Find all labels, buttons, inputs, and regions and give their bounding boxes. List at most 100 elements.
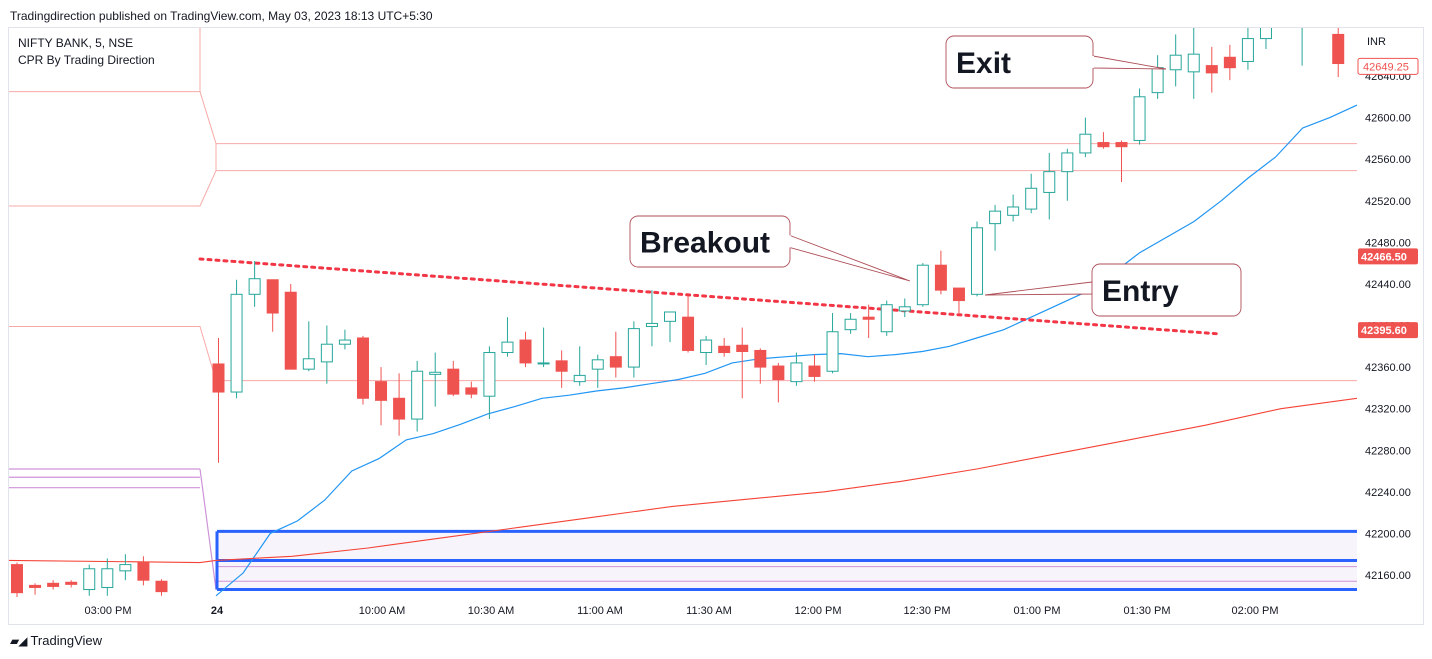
candle-body bbox=[934, 264, 947, 291]
candle bbox=[284, 283, 297, 370]
candle-body bbox=[682, 316, 695, 351]
moving-averages bbox=[9, 104, 1357, 597]
candle-body bbox=[1061, 152, 1074, 173]
candle-body bbox=[320, 343, 333, 363]
y-tick-label: 42320.00 bbox=[1365, 404, 1411, 416]
candle-body bbox=[302, 358, 315, 370]
cpr-top-line bbox=[9, 91, 1357, 145]
candle-body bbox=[1279, 16, 1290, 20]
candle bbox=[248, 261, 261, 307]
candle-body bbox=[989, 210, 1002, 225]
candle bbox=[754, 348, 767, 384]
x-tick-label: 12:30 PM bbox=[903, 605, 950, 617]
candle bbox=[790, 352, 803, 386]
candle-body bbox=[971, 227, 984, 295]
y-tick-label: 42440.00 bbox=[1365, 279, 1411, 291]
annotation-breakout[interactable]: Breakout bbox=[629, 215, 911, 282]
annotation-entry[interactable]: Entry bbox=[984, 263, 1242, 317]
y-tick-label: 42160.00 bbox=[1365, 570, 1411, 582]
tradingview-logo-icon: ▰◢ bbox=[10, 633, 27, 648]
candle bbox=[880, 300, 893, 336]
candle-body bbox=[790, 362, 803, 383]
candle-body bbox=[537, 362, 550, 365]
price-tag-text: 42395.60 bbox=[1361, 325, 1407, 337]
candle bbox=[1061, 148, 1074, 201]
candle bbox=[555, 350, 568, 388]
candle bbox=[808, 354, 821, 382]
candle-body bbox=[501, 341, 514, 354]
indicator-legend[interactable]: CPR By Trading Direction bbox=[18, 53, 155, 67]
price-tag-bg bbox=[1357, 57, 1419, 75]
candle-body bbox=[880, 304, 893, 333]
brand-label: TradingView bbox=[30, 633, 103, 648]
candle-body bbox=[1133, 96, 1146, 141]
candle-body bbox=[1007, 206, 1020, 216]
candle bbox=[266, 279, 279, 332]
candle bbox=[844, 313, 857, 334]
candle bbox=[645, 290, 658, 347]
price-axis[interactable]: 42160.00 42200.00 42240.00 42280.00 42320.00… bbox=[1357, 36, 1419, 582]
price-tag: 42649.25 bbox=[1357, 57, 1419, 75]
candle-body bbox=[1115, 142, 1128, 148]
candle bbox=[393, 373, 406, 436]
candle-body bbox=[591, 359, 604, 370]
candle bbox=[1097, 132, 1110, 149]
candle bbox=[772, 362, 785, 403]
candle bbox=[1187, 28, 1200, 99]
candle bbox=[320, 325, 333, 384]
price-tag-bg bbox=[1358, 322, 1418, 339]
callout-text: Exit bbox=[956, 47, 1011, 80]
candle bbox=[465, 381, 478, 399]
y-tick-label: 42280.00 bbox=[1365, 445, 1411, 457]
tradingview-brand[interactable]: ▰◢ TradingView bbox=[10, 633, 102, 648]
candle bbox=[682, 296, 695, 353]
y-tick-label: 42560.00 bbox=[1365, 154, 1411, 166]
callout-tail bbox=[1092, 55, 1167, 70]
candle-body bbox=[1205, 65, 1218, 74]
candle-body bbox=[1259, 28, 1272, 40]
x-tick-label: 11:00 AM bbox=[577, 605, 623, 617]
candle bbox=[1133, 88, 1146, 145]
candle bbox=[1279, 12, 1290, 24]
time-axis[interactable]: 03:00 PM 24 10:00 AM 10:30 AM 11:00 AM 11:30 … bbox=[84, 605, 1278, 617]
candle-body bbox=[65, 581, 78, 585]
prev-candle bbox=[65, 580, 78, 588]
prev-candle bbox=[11, 562, 23, 597]
candle-body bbox=[772, 365, 785, 381]
y-tick-label: 42600.00 bbox=[1365, 113, 1411, 125]
prev-day-connector bbox=[199, 468, 217, 590]
candle bbox=[519, 331, 532, 368]
annotation-exit[interactable]: Exit bbox=[945, 35, 1167, 89]
annotations-layer[interactable]: Exit Breakout Entry bbox=[629, 35, 1242, 317]
candle bbox=[447, 360, 460, 397]
price-tag-text: 42466.50 bbox=[1361, 251, 1407, 263]
candle-body bbox=[1079, 133, 1092, 154]
prev-candle bbox=[155, 579, 168, 596]
candle-body bbox=[356, 337, 369, 399]
candle-body bbox=[916, 264, 929, 306]
y-tick-label: 42240.00 bbox=[1365, 487, 1411, 499]
candles-layer bbox=[11, 12, 1345, 597]
candle-body bbox=[754, 349, 767, 368]
candle bbox=[356, 335, 369, 405]
candle bbox=[916, 263, 929, 307]
price-tag-bg bbox=[1358, 248, 1418, 265]
cpr-bottom-line bbox=[9, 326, 1357, 382]
candle-body bbox=[1187, 53, 1200, 73]
candle-body bbox=[1043, 171, 1056, 193]
candle-body bbox=[212, 363, 225, 393]
candle bbox=[1241, 28, 1254, 70]
candle-body bbox=[1151, 67, 1164, 94]
candle bbox=[952, 287, 965, 314]
candle bbox=[1301, 28, 1303, 66]
candle bbox=[1223, 44, 1236, 81]
candle bbox=[591, 354, 604, 388]
candle-body bbox=[230, 293, 243, 393]
candle bbox=[1151, 55, 1164, 99]
candle-body bbox=[736, 344, 749, 352]
prev-candle bbox=[29, 583, 42, 595]
candle bbox=[212, 337, 225, 463]
currency-label[interactable]: INR bbox=[1367, 36, 1386, 48]
symbol-legend[interactable]: NIFTY BANK, 5, NSE bbox=[18, 36, 134, 50]
